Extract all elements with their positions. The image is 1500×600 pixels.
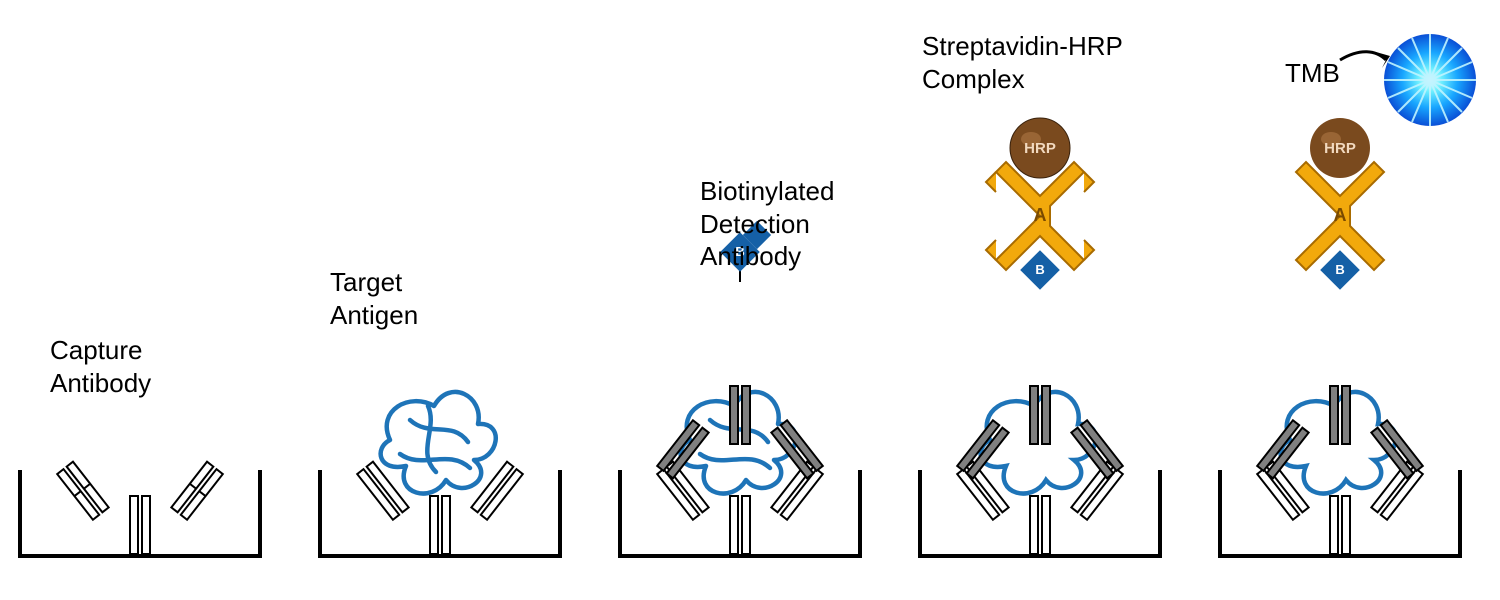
tmb-arrow-icon	[1340, 52, 1390, 68]
capture-antibody-icon	[57, 462, 223, 554]
svg-text:A: A	[1334, 205, 1347, 225]
hrp-icon: HRP	[1310, 118, 1370, 178]
tmb-signal-icon	[1384, 34, 1476, 126]
hrp-icon: HRP	[1010, 118, 1070, 178]
svg-text:A: A	[1034, 205, 1047, 225]
panel-3: B	[610, 20, 870, 560]
well-icon	[20, 470, 260, 556]
capture-antibody-icon	[1257, 462, 1423, 554]
svg-text:HRP: HRP	[1024, 140, 1056, 157]
elisa-diagram: B B	[0, 0, 1500, 600]
biotin-icon: B	[1020, 250, 1060, 290]
detection-antibody-label: Biotinylated Detection Antibody	[700, 175, 834, 273]
capture-antibody-icon	[957, 462, 1123, 554]
well-icon	[320, 470, 560, 556]
well-icon	[1220, 470, 1460, 556]
svg-text:HRP: HRP	[1324, 140, 1356, 157]
capture-antibody-icon	[357, 462, 523, 554]
panel-5: B A HRP	[1200, 20, 1500, 560]
well-icon	[920, 470, 1160, 556]
svg-text:B: B	[1335, 262, 1344, 277]
antigen-icon	[381, 392, 496, 494]
well-icon	[620, 470, 860, 556]
capture-antibody-icon	[657, 462, 823, 554]
target-antigen-label: Target Antigen	[330, 266, 418, 331]
tmb-label: TMB	[1285, 58, 1340, 89]
panel-1	[10, 20, 270, 560]
svg-text:B: B	[1035, 262, 1044, 277]
biotin-icon: B	[1320, 250, 1360, 290]
streptavidin-hrp-label: Streptavidin-HRP Complex	[922, 30, 1123, 95]
panel-4: B A HRP	[910, 20, 1170, 560]
capture-antibody-label: Capture Antibody	[50, 334, 151, 399]
